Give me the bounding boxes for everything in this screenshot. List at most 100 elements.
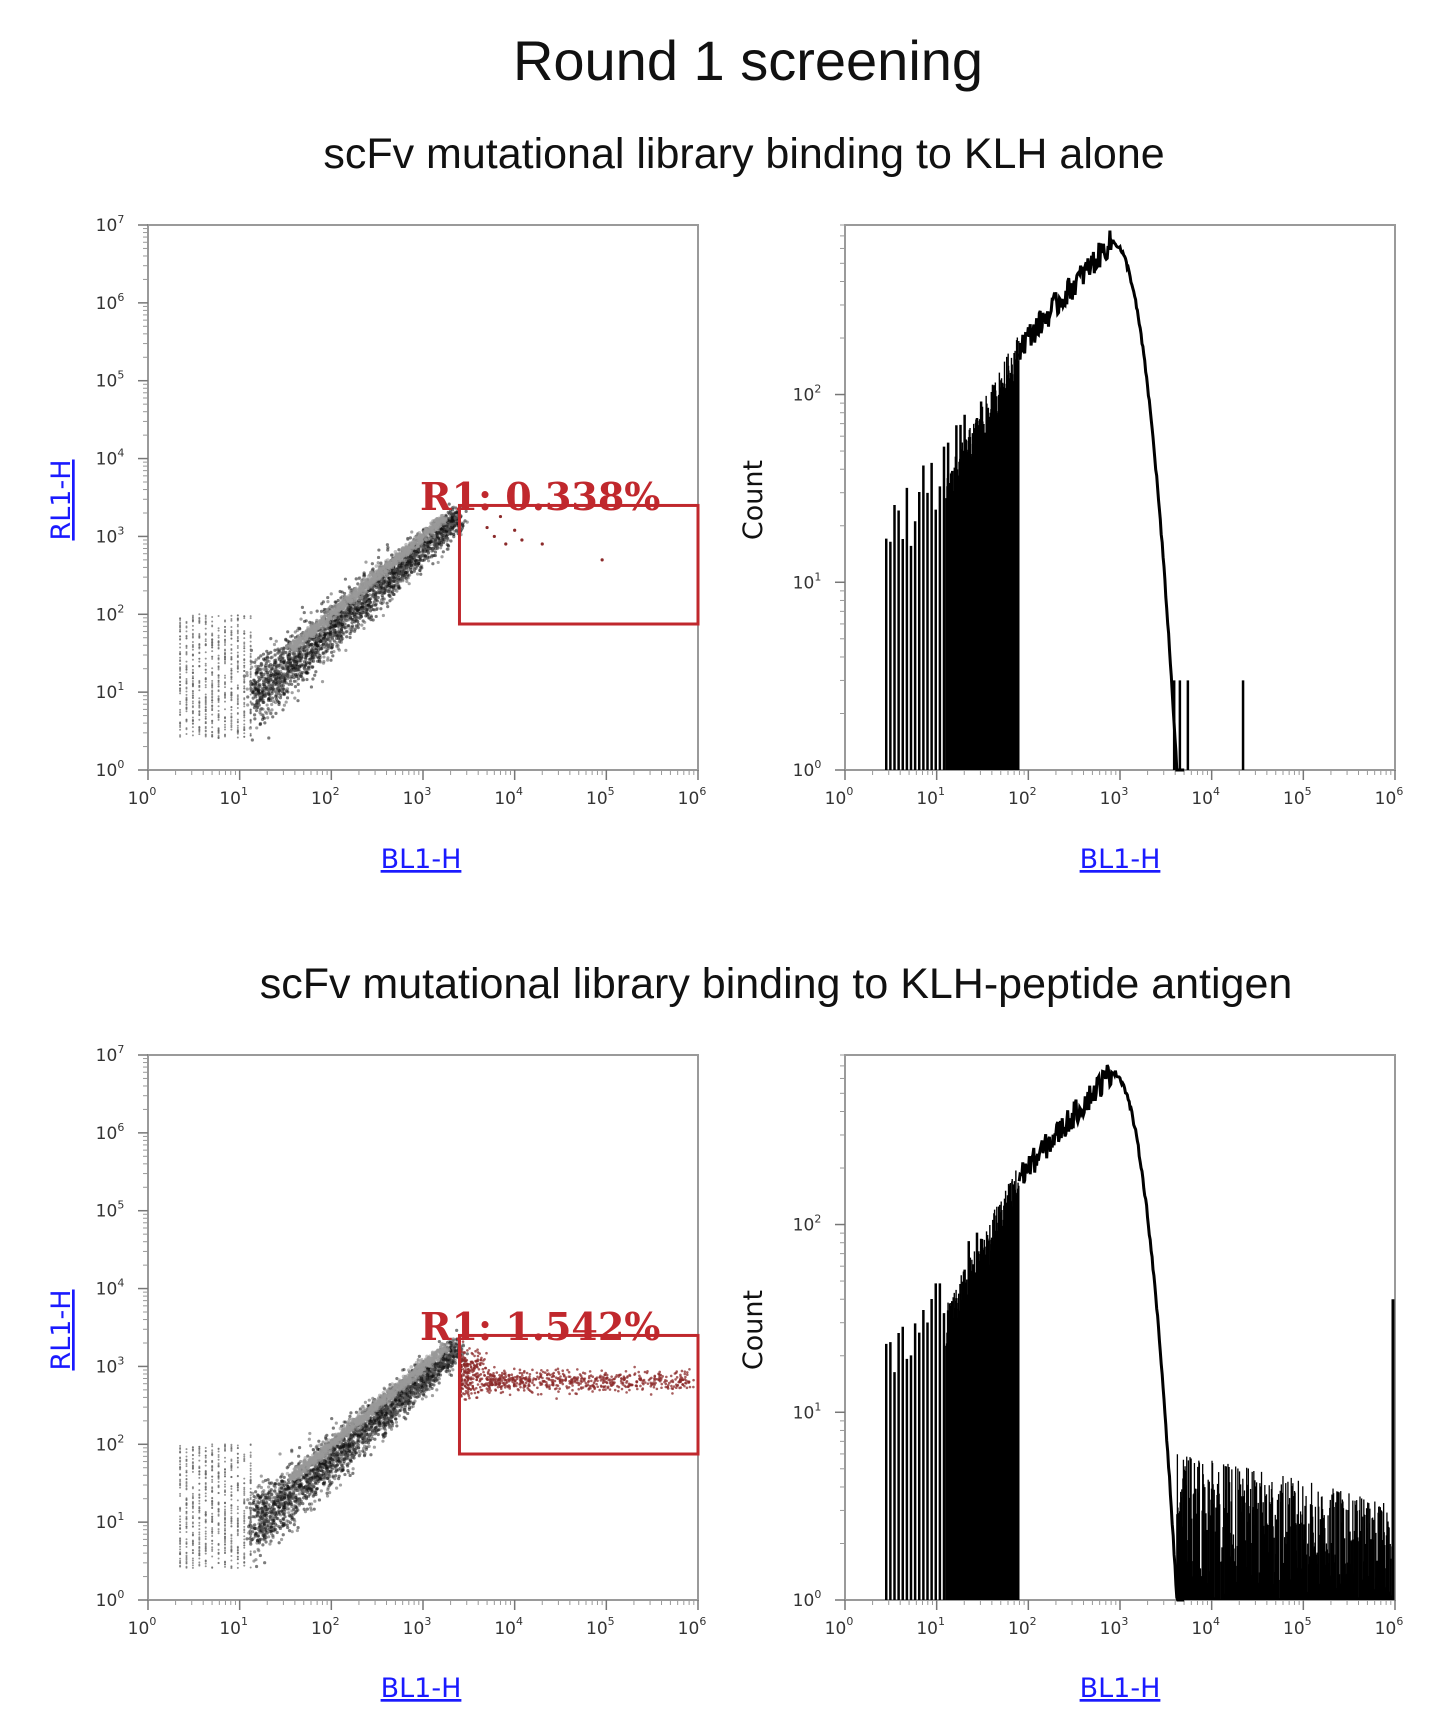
event-point: [274, 681, 278, 686]
event-point: [236, 721, 239, 724]
event-point: [243, 727, 246, 730]
event-point: [378, 590, 382, 595]
event-point: [249, 712, 252, 715]
event-point: [198, 660, 201, 663]
event-point: [342, 591, 347, 596]
event-point: [390, 597, 394, 601]
event-point: [230, 698, 233, 701]
event-point: [179, 722, 182, 725]
event-point: [204, 678, 207, 681]
event-point: [245, 673, 249, 678]
event-point: [185, 699, 188, 702]
event-point: [309, 629, 314, 633]
x-tick-exponent: 1: [241, 785, 248, 798]
x-tick-label: 106: [678, 1615, 707, 1639]
event-point: [263, 721, 267, 725]
event-point: [211, 641, 214, 644]
event-point: [273, 648, 277, 652]
event-point: [369, 597, 373, 601]
event-point: [408, 566, 413, 570]
event-point: [217, 643, 220, 646]
y-tick-label: 103: [96, 1354, 125, 1377]
event-point: [427, 555, 431, 559]
event-point: [230, 687, 233, 690]
event-point: [191, 683, 194, 686]
gated-event: [513, 528, 517, 532]
event-point: [236, 724, 239, 727]
event-point: [211, 644, 214, 647]
event-point: [284, 700, 288, 704]
event-point: [419, 572, 423, 576]
x-tick-exponent: 1: [938, 785, 945, 798]
event-point: [217, 676, 220, 679]
event-point: [320, 680, 325, 684]
event-point: [236, 664, 239, 667]
event-point: [349, 599, 354, 603]
event-point: [179, 734, 182, 737]
event-point: [243, 658, 246, 661]
event-point: [379, 607, 383, 611]
event-point: [224, 700, 226, 703]
event-point: [380, 573, 384, 577]
event-point: [204, 638, 207, 641]
event-point: [230, 634, 233, 637]
event-point: [260, 663, 264, 667]
event-point: [249, 700, 252, 703]
event-point: [364, 611, 368, 615]
event-point: [211, 673, 214, 676]
event-point: [304, 654, 308, 658]
event-point: [191, 694, 194, 697]
event-point: [217, 709, 220, 712]
event-point: [357, 602, 361, 606]
event-point: [397, 548, 401, 552]
event-point: [249, 689, 252, 692]
event-point: [204, 715, 207, 718]
event-point: [291, 647, 295, 652]
x-tick-label: 103: [403, 1615, 432, 1639]
event-point: [236, 732, 239, 735]
event-point: [254, 668, 259, 672]
event-point: [369, 615, 374, 619]
event-point: [179, 726, 182, 729]
event-point: [185, 635, 188, 638]
event-point: [242, 674, 246, 678]
event-point: [204, 706, 207, 709]
event-point: [278, 696, 283, 700]
event-point: [179, 700, 182, 703]
event-point: [381, 567, 385, 571]
event-point: [266, 716, 270, 720]
event-point: [357, 611, 361, 616]
event-point: [316, 659, 320, 663]
event-point: [191, 675, 194, 678]
event-point: [276, 669, 280, 674]
event-point: [204, 703, 207, 706]
event-point: [435, 547, 439, 551]
event-point: [185, 680, 188, 683]
event-point: [374, 564, 379, 568]
event-point: [224, 625, 226, 628]
event-point: [258, 677, 262, 682]
event-point: [230, 712, 233, 715]
event-point: [371, 608, 375, 612]
y-tick-exponent: 3: [117, 524, 124, 537]
event-point: [179, 638, 182, 641]
event-point: [310, 656, 314, 660]
event-point: [261, 698, 265, 702]
event-point: [271, 687, 275, 691]
y-tick-label: 102: [96, 1432, 125, 1455]
event-point: [224, 723, 226, 726]
event-point: [204, 627, 207, 630]
event-point: [191, 719, 194, 722]
event-point: [371, 618, 375, 622]
event-point: [230, 724, 233, 727]
event-point: [433, 550, 438, 554]
event-point: [185, 718, 188, 721]
event-point: [373, 574, 378, 579]
event-point: [444, 530, 448, 534]
event-point: [358, 616, 362, 620]
x-tick-exponent: 4: [516, 785, 523, 798]
y-tick-label: 104: [96, 447, 125, 470]
event-point: [282, 691, 287, 695]
event-point: [258, 722, 262, 727]
event-point: [246, 695, 250, 699]
